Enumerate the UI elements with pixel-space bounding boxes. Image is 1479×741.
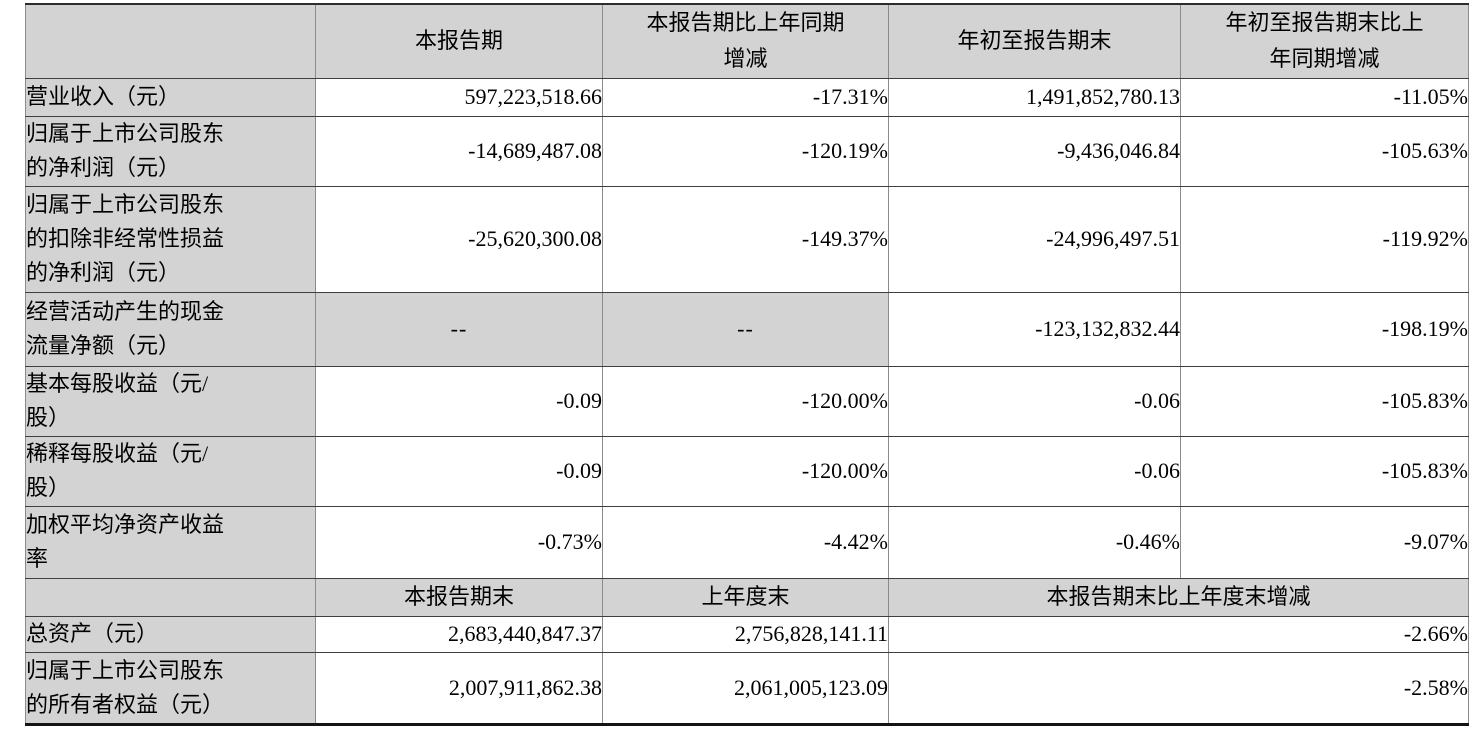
- value-ytd-yoy: -198.19%: [1180, 291, 1469, 367]
- financial-summary-table: 本报告期 本报告期比上年同期 增减 年初至报告期末 年初至报告期末比上 年同期增…: [25, 3, 1469, 726]
- value-ytd: -0.46%: [888, 505, 1181, 579]
- value-ytd-yoy: -11.05%: [1180, 77, 1469, 117]
- value-prev-year-end: 2,061,005,123.09: [602, 651, 889, 725]
- value-current-period-end: 2,007,911,862.38: [315, 651, 603, 725]
- period-end-blank-cell: [25, 577, 316, 617]
- metric-label: 经营活动产生的现金 流量净额（元）: [25, 291, 316, 367]
- row-owners-equity: 归属于上市公司股东 的所有者权益（元） 2,007,911,862.38 2,0…: [25, 651, 1469, 725]
- header-change-vs-prev-year-end: 本报告期末比上年度末增减: [888, 577, 1469, 617]
- metric-label: 加权平均净资产收益 率: [25, 505, 316, 579]
- row-total-assets: 总资产（元） 2,683,440,847.37 2,756,828,141.11…: [25, 615, 1469, 653]
- value-current-period-yoy: -120.19%: [602, 115, 889, 187]
- value-ytd: -123,132,832.44: [888, 291, 1181, 367]
- value-change: -2.58%: [888, 651, 1469, 725]
- value-current-period: -0.73%: [315, 505, 603, 579]
- header-blank-cell: [25, 3, 316, 79]
- row-basic-eps: 基本每股收益（元/ 股） -0.09 -120.00% -0.06 -105.8…: [25, 365, 1469, 437]
- metric-label: 归属于上市公司股东 的扣除非经常性损益 的净利润（元）: [25, 185, 316, 293]
- value-ytd: -24,996,497.51: [888, 185, 1181, 293]
- row-operating-cash-flow: 经营活动产生的现金 流量净额（元） -- -- -123,132,832.44 …: [25, 291, 1469, 367]
- metric-label: 基本每股收益（元/ 股）: [25, 365, 316, 437]
- value-current-period-yoy: -120.00%: [602, 435, 889, 507]
- value-ytd: 1,491,852,780.13: [888, 77, 1181, 117]
- metric-label: 稀释每股收益（元/ 股）: [25, 435, 316, 507]
- row-net-profit-excl-nonrecurring: 归属于上市公司股东 的扣除非经常性损益 的净利润（元） -25,620,300.…: [25, 185, 1469, 293]
- row-weighted-avg-roe: 加权平均净资产收益 率 -0.73% -4.42% -0.46% -9.07%: [25, 505, 1469, 579]
- value-change: -2.66%: [888, 615, 1469, 653]
- metric-label: 营业收入（元）: [25, 77, 316, 117]
- value-current-period-yoy-na: --: [602, 291, 889, 367]
- row-diluted-eps: 稀释每股收益（元/ 股） -0.09 -120.00% -0.06 -105.8…: [25, 435, 1469, 507]
- metric-label: 归属于上市公司股东 的净利润（元）: [25, 115, 316, 187]
- value-ytd-yoy: -9.07%: [1180, 505, 1469, 579]
- value-ytd-yoy: -105.83%: [1180, 435, 1469, 507]
- value-current-period: -25,620,300.08: [315, 185, 603, 293]
- header-ytd: 年初至报告期末: [888, 3, 1181, 79]
- value-ytd-yoy: -119.92%: [1180, 185, 1469, 293]
- value-current-period-na: --: [315, 291, 603, 367]
- header-current-period: 本报告期: [315, 3, 603, 79]
- value-current-period: 597,223,518.66: [315, 77, 603, 117]
- value-ytd-yoy: -105.63%: [1180, 115, 1469, 187]
- value-ytd: -0.06: [888, 365, 1181, 437]
- value-ytd: -9,436,046.84: [888, 115, 1181, 187]
- value-current-period: -0.09: [315, 365, 603, 437]
- value-current-period-end: 2,683,440,847.37: [315, 615, 603, 653]
- period-end-header-row: 本报告期末 上年度末 本报告期末比上年度末增减: [25, 577, 1469, 617]
- header-prev-year-end: 上年度末: [602, 577, 889, 617]
- table-header-row: 本报告期 本报告期比上年同期 增减 年初至报告期末 年初至报告期末比上 年同期增…: [25, 3, 1469, 79]
- metric-label: 总资产（元）: [25, 615, 316, 653]
- value-current-period-yoy: -149.37%: [602, 185, 889, 293]
- value-current-period-yoy: -4.42%: [602, 505, 889, 579]
- value-current-period-yoy: -17.31%: [602, 77, 889, 117]
- value-current-period-yoy: -120.00%: [602, 365, 889, 437]
- value-current-period: -0.09: [315, 435, 603, 507]
- header-ytd-yoy: 年初至报告期末比上 年同期增减: [1180, 3, 1469, 79]
- value-ytd: -0.06: [888, 435, 1181, 507]
- header-current-period-end: 本报告期末: [315, 577, 603, 617]
- value-current-period: -14,689,487.08: [315, 115, 603, 187]
- metric-label: 归属于上市公司股东 的所有者权益（元）: [25, 651, 316, 725]
- header-current-period-yoy: 本报告期比上年同期 增减: [602, 3, 889, 79]
- value-prev-year-end: 2,756,828,141.11: [602, 615, 889, 653]
- row-revenue: 营业收入（元） 597,223,518.66 -17.31% 1,491,852…: [25, 77, 1469, 117]
- value-ytd-yoy: -105.83%: [1180, 365, 1469, 437]
- row-net-profit: 归属于上市公司股东 的净利润（元） -14,689,487.08 -120.19…: [25, 115, 1469, 187]
